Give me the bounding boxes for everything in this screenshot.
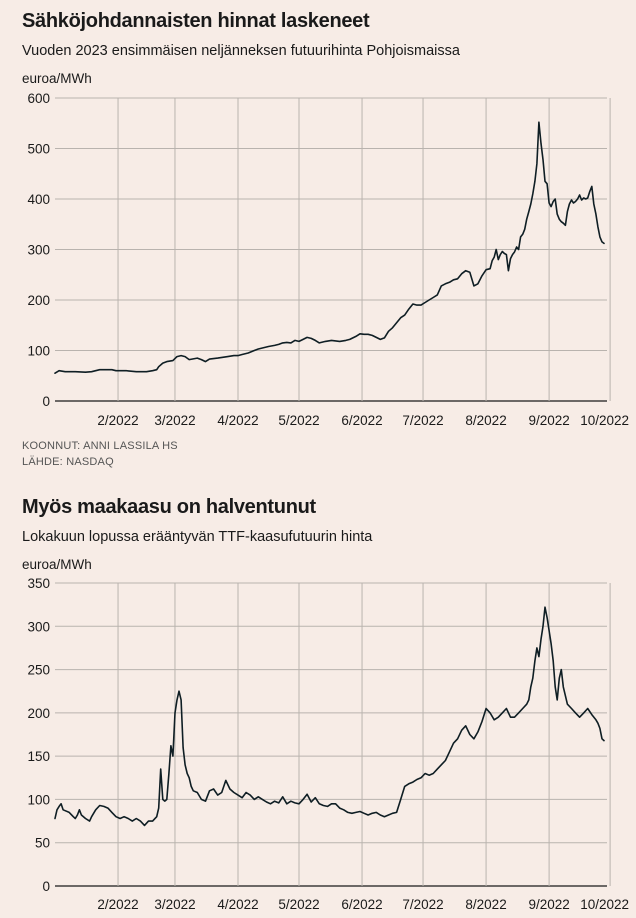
- line-chart-plot: 0 100 200 300 400 500 600 2/2022 3/2022 4/2022 5/2…: [27, 91, 629, 428]
- x-tick-label: 5/2022: [278, 897, 319, 912]
- y-tick-label: 300: [27, 243, 50, 258]
- x-tick-label: 8/2022: [465, 897, 506, 912]
- y-tick-label: 0: [42, 394, 50, 409]
- x-tick-label: 3/2022: [154, 897, 195, 912]
- x-tick-label: 6/2022: [341, 413, 382, 428]
- credit-source: LÄHDE: NASDAQ: [22, 456, 114, 468]
- series-line: [54, 606, 605, 827]
- x-tick-label: 8/2022: [465, 413, 506, 428]
- x-tick-label: 3/2022: [154, 413, 195, 428]
- y-axis-unit-label: euroa/MWh: [22, 71, 92, 86]
- gridlines: [55, 582, 611, 887]
- y-axis: 0 100 200 300 400 500 600: [27, 91, 50, 409]
- y-tick-label: 200: [27, 293, 50, 308]
- x-tick-label: 4/2022: [217, 413, 258, 428]
- y-tick-label: 250: [27, 663, 50, 678]
- y-tick-label: 200: [27, 706, 50, 721]
- y-tick-label: 300: [27, 619, 50, 634]
- y-axis: 0 50 100 150 200 250 300 350: [27, 576, 50, 894]
- chart-title: Myös maakaasu on halventunut: [22, 496, 316, 518]
- x-axis: 2/2022 3/2022 4/2022 5/2022 6/2022 7/2022 8/20…: [97, 897, 629, 912]
- series-line: [54, 121, 605, 375]
- chart-subtitle: Vuoden 2023 ensimmäisen neljänneksen fut…: [22, 43, 460, 59]
- x-tick-label: 9/2022: [528, 897, 569, 912]
- x-tick-label: 6/2022: [341, 897, 382, 912]
- y-tick-label: 350: [27, 576, 50, 591]
- y-tick-label: 500: [27, 142, 50, 157]
- y-tick-label: 100: [27, 344, 50, 359]
- y-tick-label: 600: [27, 91, 50, 106]
- x-tick-label: 7/2022: [402, 897, 443, 912]
- x-tick-label: 10/2022: [580, 413, 629, 428]
- y-tick-label: 50: [35, 836, 50, 851]
- x-tick-label: 10/2022: [580, 897, 629, 912]
- gridlines: [55, 97, 611, 402]
- y-tick-label: 400: [27, 192, 50, 207]
- credits: KOONNUT: ANNI LASSILA HS LÄHDE: NASDAQ: [22, 438, 178, 470]
- chart-subtitle: Lokakuun lopussa erääntyvän TTF-kaasufut…: [22, 529, 373, 545]
- electricity-chart: Sähköjohdannaisten hinnat laskeneet Vuod…: [22, 10, 629, 470]
- x-tick-label: 2/2022: [97, 413, 138, 428]
- x-tick-label: 4/2022: [217, 897, 258, 912]
- y-tick-label: 100: [27, 792, 50, 807]
- x-tick-label: 9/2022: [528, 413, 569, 428]
- chart-title: Sähköjohdannaisten hinnat laskeneet: [22, 10, 370, 32]
- x-tick-label: 2/2022: [97, 897, 138, 912]
- y-axis-unit-label: euroa/MWh: [22, 557, 92, 572]
- y-tick-label: 0: [42, 879, 50, 894]
- x-tick-label: 7/2022: [402, 413, 443, 428]
- x-tick-label: 5/2022: [278, 413, 319, 428]
- y-tick-label: 150: [27, 749, 50, 764]
- x-axis: 2/2022 3/2022 4/2022 5/2022 6/2022 7/2022 8/20…: [97, 413, 629, 428]
- credit-compiled-by: KOONNUT: ANNI LASSILA HS: [22, 440, 178, 452]
